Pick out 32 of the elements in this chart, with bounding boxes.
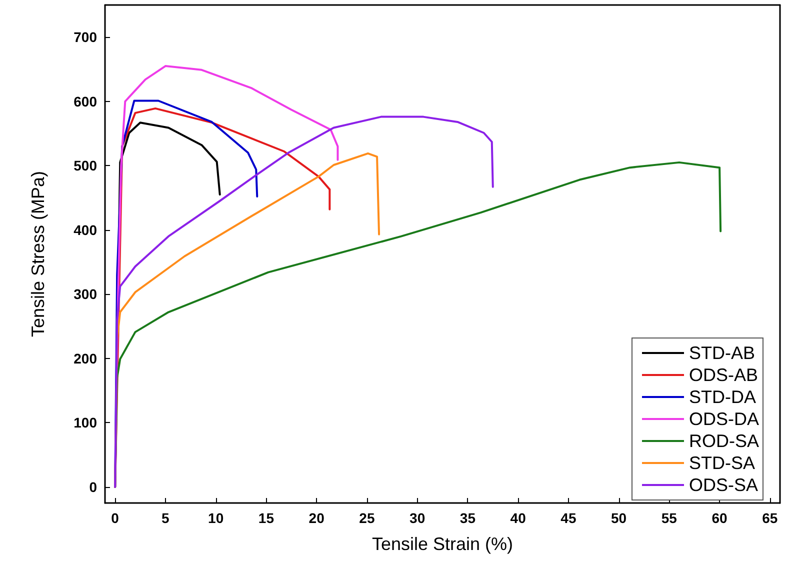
- legend-label: STD-SA: [688, 453, 756, 473]
- x-tick-label: 45: [560, 510, 576, 526]
- x-tick-label: 55: [661, 510, 678, 526]
- y-tick-label: 300: [74, 286, 98, 302]
- y-tick-label: 0: [89, 478, 98, 495]
- y-axis-title: Tensile Stress (MPa): [28, 170, 48, 338]
- x-tick-label: 40: [510, 510, 526, 526]
- legend-label: ODS-AB: [688, 365, 758, 385]
- legend-label: STD-DA: [688, 387, 756, 407]
- x-tick-label: 50: [611, 510, 627, 526]
- x-tick-label: 65: [762, 510, 778, 526]
- x-tick-label: 60: [712, 510, 728, 526]
- legend-label: ROD-SA: [688, 431, 760, 451]
- legend-label: STD-AB: [688, 343, 756, 363]
- legend-label: ODS-SA: [688, 475, 758, 495]
- legend-label: ODS-DA: [688, 409, 760, 429]
- y-tick-label: 200: [74, 350, 98, 366]
- y-tick-label: 400: [74, 222, 98, 238]
- x-axis-title: Tensile Strain (%): [372, 534, 514, 554]
- y-tick-label: 500: [74, 158, 98, 174]
- x-tick-label: 30: [410, 510, 426, 526]
- x-tick-label: 10: [208, 510, 224, 526]
- y-tick-label: 100: [74, 414, 98, 431]
- x-tick-label: 25: [359, 510, 375, 526]
- y-tick-label: 600: [74, 93, 98, 110]
- x-tick-label: 35: [460, 510, 476, 526]
- y-tick-label: 700: [74, 29, 98, 46]
- line-series: [114, 116, 494, 488]
- x-tick-label: 20: [308, 510, 325, 526]
- x-tick-label: 15: [258, 510, 274, 526]
- x-tick-label: 0: [111, 510, 120, 526]
- x-tick-label: 5: [162, 510, 170, 526]
